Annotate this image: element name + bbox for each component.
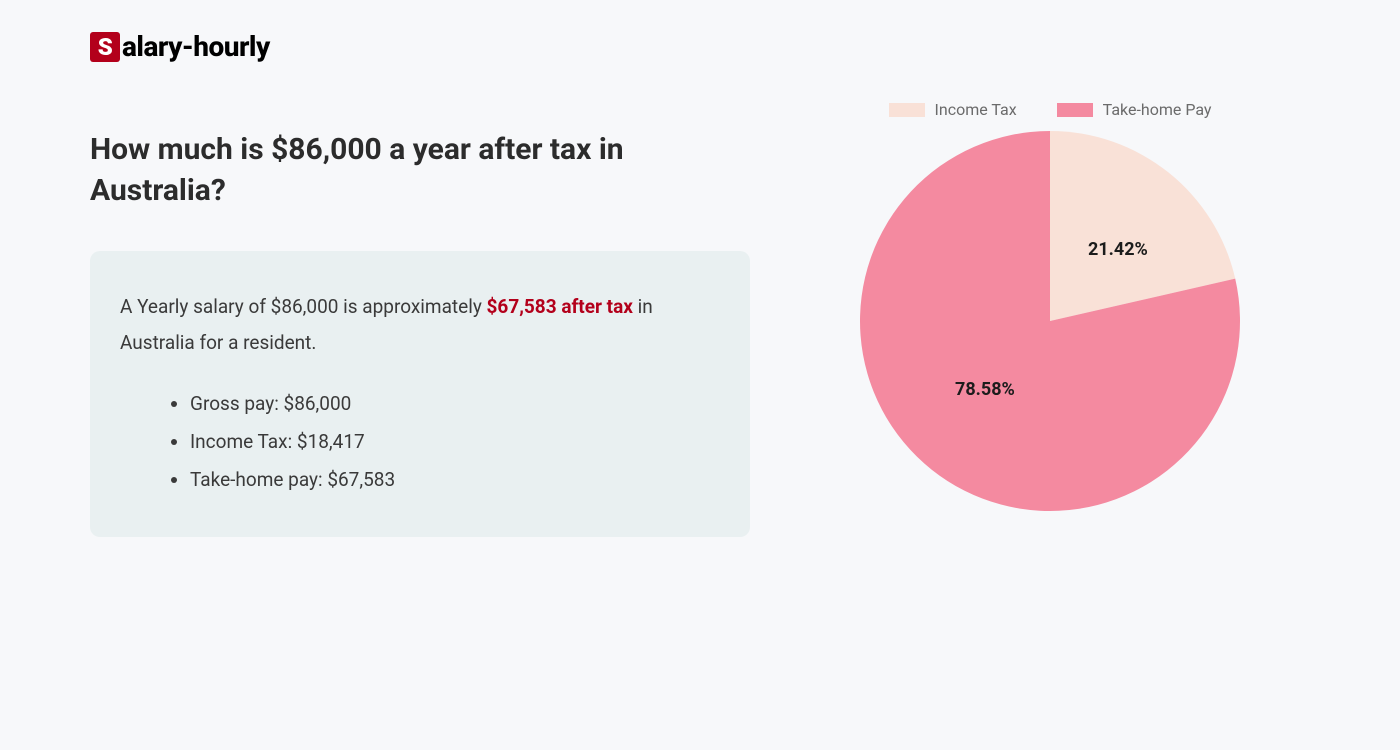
list-item: Gross pay: $86,000 <box>190 385 720 423</box>
legend-item-takehome: Take-home Pay <box>1057 100 1212 119</box>
summary-highlight: $67,583 after tax <box>487 295 633 318</box>
pie-svg <box>860 131 1240 511</box>
site-logo: Salary-hourly <box>90 30 270 63</box>
pie-chart: 21.42% 78.58% <box>860 131 1240 511</box>
summary-paragraph: A Yearly salary of $86,000 is approximat… <box>120 289 720 361</box>
logo-text: alary-hourly <box>122 30 270 63</box>
slice-label-income-tax: 21.42% <box>1088 239 1148 260</box>
legend-item-income-tax: Income Tax <box>889 100 1017 119</box>
page-headline: How much is $86,000 a year after tax in … <box>90 130 750 211</box>
legend-swatch <box>1057 103 1093 117</box>
list-item: Take-home pay: $67,583 <box>190 461 720 499</box>
main-content: How much is $86,000 a year after tax in … <box>90 130 750 537</box>
chart-legend: Income Tax Take-home Pay <box>830 100 1270 119</box>
breakdown-list: Gross pay: $86,000 Income Tax: $18,417 T… <box>120 385 720 499</box>
summary-box: A Yearly salary of $86,000 is approximat… <box>90 251 750 537</box>
list-item: Income Tax: $18,417 <box>190 423 720 461</box>
legend-label: Income Tax <box>935 100 1017 119</box>
pie-chart-area: Income Tax Take-home Pay 21.42% 78.58% <box>830 100 1270 511</box>
legend-label: Take-home Pay <box>1103 100 1212 119</box>
slice-label-takehome: 78.58% <box>955 379 1015 400</box>
logo-initial-box: S <box>90 32 120 62</box>
legend-swatch <box>889 103 925 117</box>
summary-prefix: A Yearly salary of $86,000 is approximat… <box>120 295 487 318</box>
